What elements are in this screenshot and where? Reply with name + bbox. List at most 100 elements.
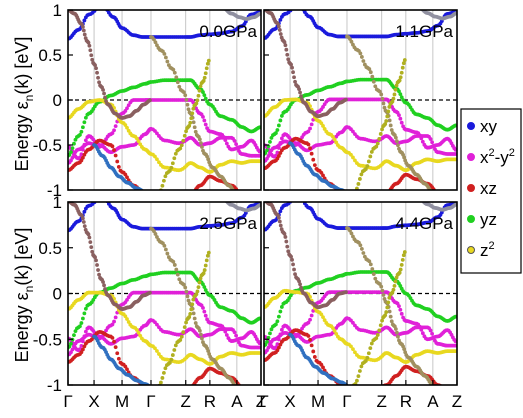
band-marker bbox=[248, 389, 252, 393]
band-marker bbox=[385, 305, 390, 310]
band-marker bbox=[366, 351, 371, 356]
band-marker bbox=[170, 353, 175, 357]
band-marker bbox=[274, 345, 278, 350]
band-marker bbox=[175, 390, 179, 394]
band-marker bbox=[293, 79, 297, 84]
band-marker bbox=[177, 197, 181, 201]
band-marker bbox=[165, 394, 169, 398]
band-marker bbox=[174, 267, 179, 272]
band-marker bbox=[142, 192, 146, 196]
band-marker bbox=[146, 191, 150, 195]
band-marker bbox=[402, 250, 407, 254]
band-marker bbox=[197, 280, 202, 285]
band-marker bbox=[371, 272, 376, 276]
band-marker bbox=[397, 78, 402, 83]
panel-pressure-label: 2.5GPa bbox=[199, 214, 257, 233]
band-marker bbox=[375, 141, 380, 146]
band-marker bbox=[381, 193, 385, 197]
band-marker bbox=[386, 109, 391, 114]
band-marker bbox=[351, 129, 355, 134]
band-marker bbox=[298, 282, 302, 287]
band-marker bbox=[290, 65, 294, 70]
band-marker bbox=[355, 378, 359, 383]
band-marker bbox=[373, 276, 378, 281]
band-marker bbox=[453, 152, 457, 156]
band-marker bbox=[355, 391, 359, 395]
band-marker bbox=[159, 380, 163, 385]
band-marker bbox=[293, 5, 297, 9]
band-marker bbox=[190, 192, 194, 196]
band-marker bbox=[153, 40, 158, 45]
band-marker bbox=[283, 235, 288, 239]
band-marker bbox=[293, 196, 297, 200]
band-marker bbox=[445, 195, 449, 199]
band-marker bbox=[188, 120, 193, 125]
band-marker bbox=[88, 48, 93, 53]
band-marker bbox=[112, 128, 116, 133]
band-marker bbox=[187, 123, 192, 128]
band-z2-steep bbox=[159, 58, 211, 190]
band-marker bbox=[389, 319, 394, 324]
band-marker bbox=[297, 279, 301, 284]
band-marker bbox=[125, 317, 129, 321]
band-marker bbox=[371, 388, 375, 392]
band-marker bbox=[123, 314, 128, 319]
y-tick-label: 1 bbox=[53, 1, 62, 20]
band-marker bbox=[145, 190, 149, 194]
x-tick-label: Z bbox=[452, 392, 462, 411]
band-marker bbox=[266, 154, 271, 158]
band-marker bbox=[283, 43, 288, 48]
band-marker bbox=[249, 197, 253, 201]
band-marker bbox=[93, 255, 97, 260]
band-marker bbox=[173, 390, 177, 394]
band-marker bbox=[90, 249, 95, 254]
band-marker bbox=[201, 114, 205, 119]
band-marker bbox=[175, 80, 180, 85]
y-axis-label-top: Energy εn(k) [eV] bbox=[12, 37, 36, 172]
band-marker bbox=[184, 97, 189, 102]
band-marker bbox=[244, 194, 248, 198]
band-marker bbox=[80, 316, 85, 321]
band-marker bbox=[147, 196, 151, 200]
band-marker bbox=[126, 320, 131, 324]
band-marker bbox=[148, 197, 152, 201]
band-marker bbox=[398, 75, 403, 80]
band-z2-steep bbox=[354, 58, 407, 190]
svg-text:Energy εn(k) [eV]: Energy εn(k) [eV] bbox=[12, 37, 36, 172]
band-marker bbox=[386, 300, 391, 305]
band-marker bbox=[155, 322, 159, 327]
band-marker bbox=[291, 262, 295, 267]
band-marker bbox=[257, 345, 261, 350]
band-marker bbox=[185, 102, 190, 107]
band-marker bbox=[181, 90, 186, 95]
band-marker bbox=[278, 18, 283, 22]
band-marker bbox=[115, 351, 120, 356]
band-marker bbox=[232, 138, 237, 143]
band-marker bbox=[358, 51, 363, 56]
band-marker bbox=[148, 192, 152, 196]
band-marker bbox=[155, 157, 159, 162]
band-marker bbox=[343, 194, 347, 198]
band-marker bbox=[101, 87, 105, 92]
band-marker bbox=[88, 240, 93, 244]
band-marker bbox=[369, 341, 374, 346]
band-marker bbox=[275, 128, 280, 132]
band-marker bbox=[163, 174, 168, 179]
band-marker bbox=[355, 186, 359, 190]
band-marker bbox=[172, 263, 177, 267]
band-marker bbox=[393, 327, 398, 331]
band-marker bbox=[116, 165, 121, 169]
panel-pressure-label: 0.0GPa bbox=[199, 22, 257, 41]
band-marker bbox=[339, 191, 343, 195]
band-marker bbox=[190, 111, 195, 116]
band-marker bbox=[445, 388, 449, 392]
band-marker bbox=[173, 343, 178, 348]
band-marker bbox=[202, 75, 207, 80]
band-marker bbox=[379, 194, 383, 198]
y-tick-label: -1 bbox=[47, 376, 62, 395]
bands-group bbox=[68, 10, 261, 201]
band-marker bbox=[78, 324, 82, 329]
band-marker bbox=[135, 328, 139, 332]
band-marker bbox=[101, 195, 105, 199]
x-tick-label: Γ bbox=[259, 392, 268, 411]
